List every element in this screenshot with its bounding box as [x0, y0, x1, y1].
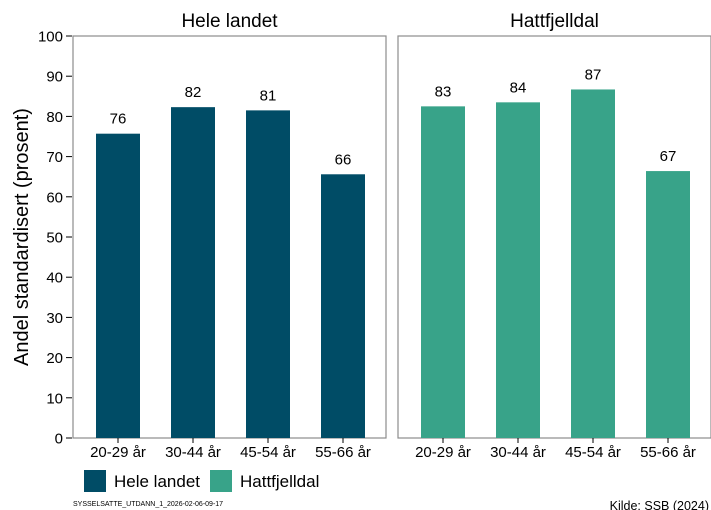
- data-label: 83: [435, 83, 452, 100]
- y-tick-label: 30: [46, 310, 63, 327]
- data-label: 66: [335, 151, 352, 168]
- data-label: 81: [260, 87, 277, 104]
- data-label: 87: [585, 66, 602, 83]
- x-tick-label: 45-54 år: [565, 444, 621, 461]
- x-tick-label: 30-44 år: [165, 444, 221, 461]
- legend-swatch-hattfjelldal: [210, 470, 232, 492]
- y-tick-label: 60: [46, 189, 63, 206]
- bar: [571, 89, 615, 438]
- y-tick-label: 40: [46, 270, 63, 287]
- y-axis-label: Andel standardisert (prosent): [11, 108, 33, 366]
- legend-label-hattfjelldal: Hattfjelldal: [240, 472, 319, 491]
- bar: [421, 106, 465, 438]
- y-tick-label: 20: [46, 350, 63, 367]
- y-tick-label: 50: [46, 230, 63, 247]
- data-label: 76: [110, 111, 127, 128]
- footer-source: Kilde: SSB (2024): [610, 499, 709, 510]
- data-label: 82: [185, 84, 202, 101]
- y-tick-label: 90: [46, 69, 63, 86]
- bar: [321, 174, 365, 438]
- chart-panels: Hele landet 76 20-29 år 82 30-44 år 81 45-54 å…: [72, 11, 711, 461]
- footer-code: SYSSELSATTE_UTDANN_1_2026-02-06-09-17: [73, 501, 223, 508]
- legend-swatch-hele-landet: [84, 470, 106, 492]
- legend: Hele landet Hattfjelldal: [84, 470, 319, 492]
- data-label: 67: [660, 148, 677, 165]
- x-tick-label: 45-54 år: [240, 444, 296, 461]
- panel-border: [397, 35, 711, 439]
- legend-label-hele-landet: Hele landet: [114, 472, 200, 491]
- x-tick-label: 20-29 år: [90, 444, 146, 461]
- y-tick-label: 70: [46, 149, 63, 166]
- y-tick-label: 80: [46, 109, 63, 126]
- panel-hattfjelldal: Hattfjelldal 83 20-29 år 84 30-44 år 87 45-54 …: [397, 11, 711, 461]
- panel-border: [72, 35, 387, 439]
- bar: [171, 107, 215, 439]
- bar: [246, 110, 290, 439]
- bar: [496, 102, 540, 438]
- y-tick-label: 100: [38, 29, 63, 46]
- x-tick-label: 55-66 år: [315, 444, 371, 461]
- y-tick-label: 0: [55, 431, 63, 448]
- x-tick-label: 55-66 år: [640, 444, 696, 461]
- bar: [646, 171, 690, 438]
- bar: [96, 133, 140, 438]
- y-axis: 0 10 20 30 40 50 60 70 80 90 100: [38, 29, 72, 448]
- x-tick-label: 20-29 år: [415, 444, 471, 461]
- y-tick-label: 10: [46, 390, 63, 407]
- panel-title: Hattfjelldal: [510, 11, 599, 32]
- data-label: 84: [510, 79, 527, 96]
- panel-hele-landet: Hele landet 76 20-29 år 82 30-44 år 81 45-54 å…: [72, 11, 387, 461]
- x-tick-label: 30-44 år: [490, 444, 546, 461]
- panel-title: Hele landet: [181, 11, 278, 32]
